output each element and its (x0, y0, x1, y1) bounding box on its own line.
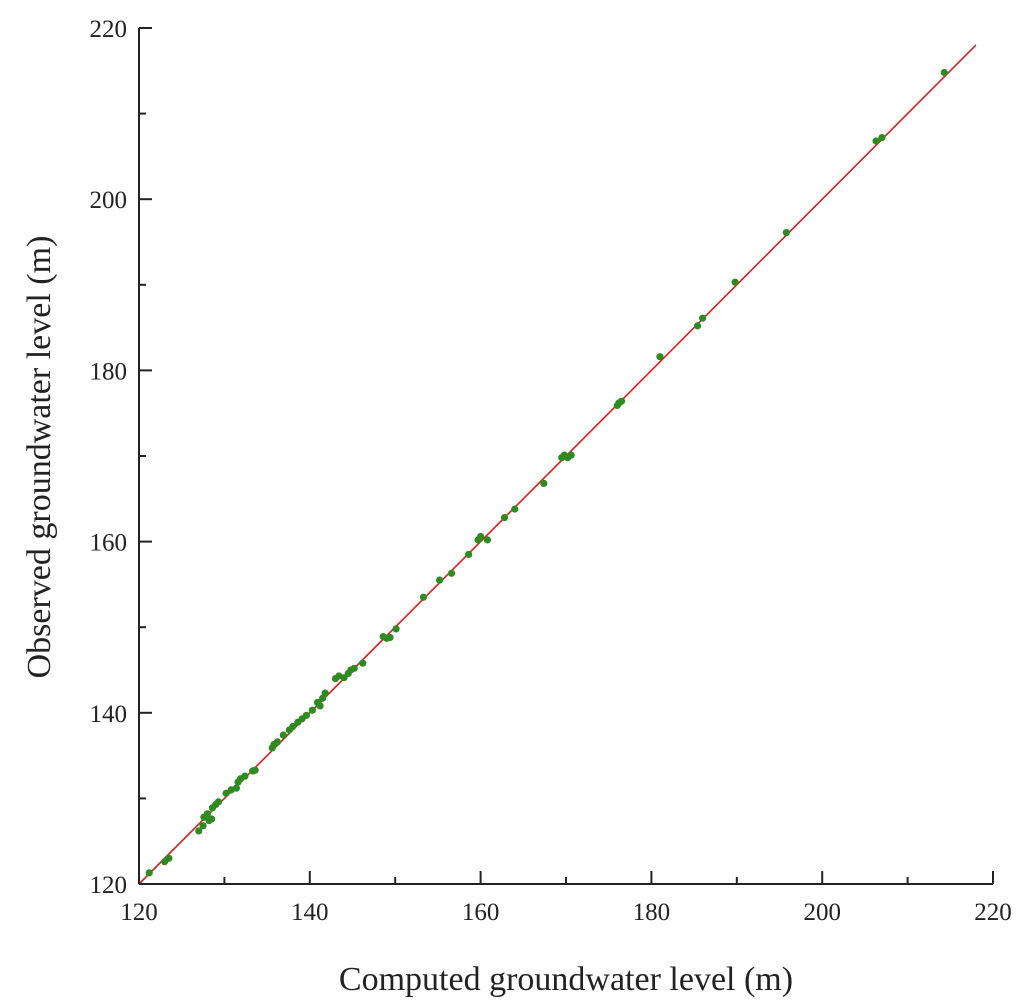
data-point (392, 625, 399, 632)
data-point (252, 767, 259, 774)
data-point (477, 533, 484, 540)
y-tick-label: 180 (90, 358, 128, 385)
data-point (420, 594, 427, 601)
reference-line (139, 45, 976, 884)
data-point (878, 134, 885, 141)
data-point (351, 665, 358, 672)
data-point (316, 702, 323, 709)
x-axis-title: Computed groundwater level (m) (339, 961, 793, 998)
data-point (280, 731, 287, 738)
data-point (511, 505, 518, 512)
data-point (208, 815, 215, 822)
data-point (274, 738, 281, 745)
reference-line-layer (139, 45, 976, 884)
y-tick-label: 140 (90, 701, 128, 728)
data-point (303, 712, 310, 719)
data-point (322, 690, 329, 697)
data-point (448, 570, 455, 577)
data-point (618, 398, 625, 405)
y-axis-title: Observed groundwater level (m) (21, 236, 58, 679)
data-point (359, 660, 366, 667)
data-point (465, 551, 472, 558)
y-tick-label: 160 (90, 530, 128, 557)
data-point (484, 536, 491, 543)
data-point (568, 452, 575, 459)
data-point (309, 707, 316, 714)
data-point (165, 855, 172, 862)
x-tick-label: 120 (120, 899, 158, 926)
data-point (540, 480, 547, 487)
y-tick-label: 220 (90, 16, 128, 43)
data-point (731, 279, 738, 286)
y-tick-label: 200 (90, 187, 128, 214)
data-point (436, 577, 443, 584)
data-point (386, 634, 393, 641)
data-point (501, 514, 508, 521)
data-point (783, 229, 790, 236)
data-point (656, 353, 663, 360)
data-point (694, 322, 701, 329)
x-tick-label: 220 (974, 899, 1012, 926)
x-tick-label: 180 (633, 899, 671, 926)
data-point (215, 798, 222, 805)
x-tick-label: 160 (462, 899, 500, 926)
data-point (241, 773, 248, 780)
data-point (199, 822, 206, 829)
x-tick-label: 200 (803, 899, 841, 926)
x-tick-label: 140 (291, 899, 329, 926)
y-tick-label: 120 (90, 872, 128, 899)
data-point (941, 69, 948, 76)
data-points-layer (146, 69, 948, 877)
data-point (146, 869, 153, 876)
data-point (699, 315, 706, 322)
